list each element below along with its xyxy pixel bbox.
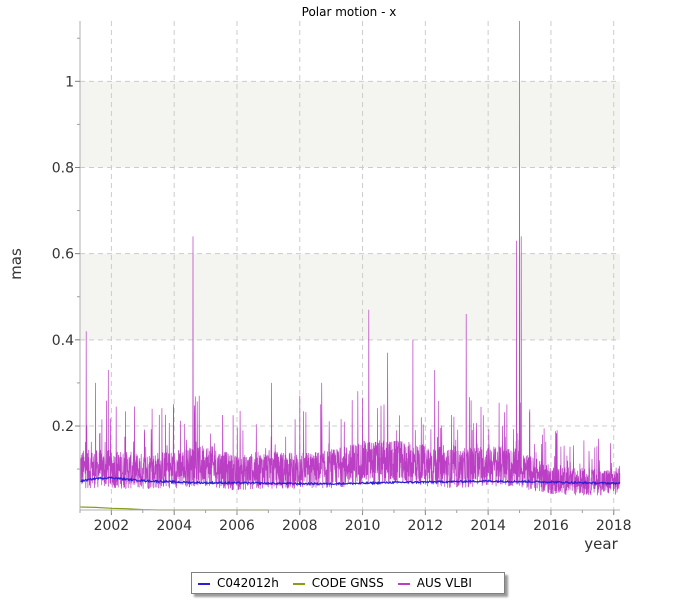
legend-item-aus-vlbi: AUS VLBI — [397, 576, 472, 590]
series-line-aus-vlbi — [79, 20, 621, 496]
band-0 — [80, 253, 620, 340]
y-tick-label-1: 0.4 — [52, 333, 74, 349]
x-tick-label-5: 2012 — [408, 518, 444, 534]
legend-swatch-c042012h — [198, 583, 210, 585]
legend-swatch-aus-vlbi — [397, 583, 410, 585]
x-tick-label-3: 2008 — [282, 518, 318, 534]
legend: C042012h CODE GNSS AUS VLBI — [191, 572, 505, 594]
chart-title: Polar motion - x — [302, 5, 397, 19]
legend-item-c042012h: C042012h — [198, 576, 279, 590]
legend-swatch-code-gnss — [292, 583, 305, 585]
series-line-c042012h — [79, 476, 621, 487]
legend-label-aus-vlbi: AUS VLBI — [416, 576, 472, 590]
y-axis-title: mas — [7, 248, 25, 280]
y-tick-label-3: 0.8 — [52, 160, 74, 176]
y-tick-label-0: 0.2 — [52, 419, 74, 435]
x-tick-label-0: 2002 — [94, 518, 130, 534]
y-tick-label-4: 1 — [65, 74, 74, 90]
x-tick-label-8: 2018 — [596, 518, 632, 534]
legend-item-code-gnss: CODE GNSS — [292, 576, 384, 590]
x-axis-title: year — [584, 535, 618, 553]
x-tick-label-4: 2010 — [345, 518, 381, 534]
grid-lines — [80, 21, 620, 510]
y-tick-label-2: 0.6 — [52, 247, 74, 263]
alternating-bands — [80, 81, 620, 340]
x-tick-label-7: 2016 — [533, 518, 569, 534]
legend-label-code-gnss: CODE GNSS — [311, 576, 384, 590]
x-tick-label-2: 2006 — [219, 518, 255, 534]
x-tick-label-1: 2004 — [156, 518, 192, 534]
x-tick-label-6: 2014 — [470, 518, 506, 534]
legend-label-c042012h: C042012h — [217, 576, 279, 590]
band-1 — [80, 81, 620, 168]
axis-ticks: 2002 2004 2006 2008 2010 2012 2014 2016 2018 0.2 0… — [52, 37, 632, 534]
